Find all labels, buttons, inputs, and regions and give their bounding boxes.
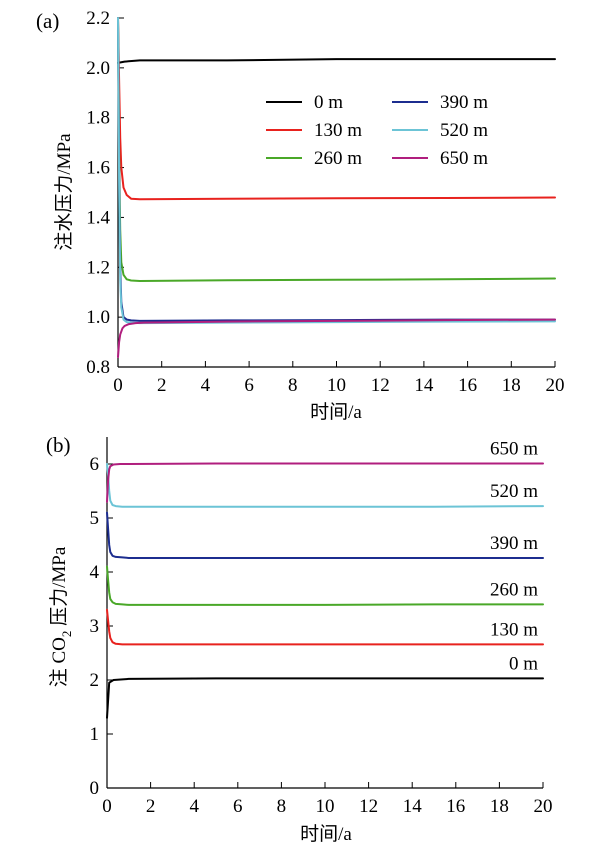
series-line-b-520-m: [106, 463, 544, 508]
series-label-0-m: 0 m: [509, 653, 538, 674]
x-axis-title-b: 时间/a: [300, 823, 352, 845]
y-tick-label-b: 2: [90, 670, 100, 691]
series-line-b-650-m: [106, 462, 544, 503]
series-label-390-m: 390 m: [490, 533, 538, 554]
y-tick-label-b: 0: [90, 778, 100, 799]
y-tick-label-a: 1.2: [86, 257, 110, 278]
x-tick-label-b: 6: [233, 796, 243, 817]
y-tick-label-a: 1.6: [86, 158, 110, 179]
series-label-260-m: 260 m: [490, 579, 538, 600]
chart-panel-a: (a) 0 2 4 6 8 10 12 14 16 18 20 0.8 1.0 1.2 1.4 1.6 1.8…: [36, 8, 565, 423]
x-tick-label-b: 10: [316, 796, 335, 817]
y-tick-label-b: 5: [90, 508, 100, 529]
y-tick-label-a: 1.4: [86, 207, 110, 228]
y-tick-label-a: 0.8: [86, 357, 110, 378]
x-tick-label-b: 4: [189, 796, 199, 817]
legend-label-260-m: 260 m: [314, 148, 362, 169]
series-line-a-520-m: [117, 17, 556, 325]
legend-a: 0 m 130 m 260 m 390 m 520 m 650 m: [266, 92, 488, 169]
x-tick-label-a: 0: [113, 375, 123, 396]
series-line-a-0-m: [117, 58, 556, 64]
series-line-b-0-m: [106, 677, 544, 719]
series-label-130-m: 130 m: [490, 619, 538, 640]
y-tick-label-b: 6: [90, 454, 100, 475]
series-label-520-m: 520 m: [490, 481, 538, 502]
x-axis-title-a: 时间/a: [310, 401, 362, 423]
x-tick-label-a: 8: [288, 375, 298, 396]
series-label-650-m: 650 m: [490, 438, 538, 459]
series-labels-b: 0 m 130 m 260 m 390 m 520 m 650 m: [490, 438, 538, 674]
legend-label-650-m: 650 m: [440, 148, 488, 169]
panel-label-a: (a): [36, 9, 59, 33]
y-tick-label-a: 1.8: [86, 108, 110, 129]
legend-label-0-m: 0 m: [314, 92, 343, 113]
panel-label-b: (b): [46, 433, 71, 457]
series-line-b-130-m: [106, 608, 544, 646]
legend-label-390-m: 390 m: [440, 92, 488, 113]
legend-label-130-m: 130 m: [314, 120, 362, 141]
y-tick-label-a: 2.2: [86, 8, 110, 29]
legend-label-520-m: 520 m: [440, 120, 488, 141]
y-axis-title-b-main: 注 CO: [48, 637, 70, 687]
series-line-a-130-m: [117, 17, 556, 201]
y-axis-title-b: 注 CO2 压力/MPa: [48, 546, 74, 687]
series-line-a-650-m: [117, 318, 556, 358]
x-tick-label-b: 8: [277, 796, 287, 817]
x-tick-label-a: 2: [157, 375, 167, 396]
y-axis-title-b-tail: 压力/MPa: [48, 546, 70, 630]
x-tick-label-b: 16: [446, 796, 465, 817]
series-line-b-260-m: [106, 565, 544, 606]
y-tick-label-b: 4: [90, 562, 100, 583]
y-tick-label-b: 1: [90, 724, 100, 745]
x-tick-label-a: 6: [244, 375, 254, 396]
x-tick-label-b: 18: [490, 796, 509, 817]
y-axis-title-a: 注水压力/MPa: [53, 133, 75, 251]
x-tick-label-a: 18: [502, 375, 521, 396]
y-tick-label-a: 1.0: [86, 307, 110, 328]
x-tick-label-a: 4: [201, 375, 211, 396]
y-tick-label-b: 3: [90, 616, 100, 637]
series-line-b-390-m: [106, 511, 544, 559]
x-tick-label-a: 14: [414, 375, 434, 396]
x-tick-label-b: 14: [403, 796, 423, 817]
series-line-a-390-m: [117, 17, 556, 322]
x-tick-label-a: 16: [458, 375, 477, 396]
x-tick-label-b: 20: [534, 796, 553, 817]
x-tick-label-a: 12: [371, 375, 390, 396]
x-tick-label-a: 20: [546, 375, 565, 396]
x-tick-label-b: 12: [359, 796, 378, 817]
x-tick-label-b: 2: [146, 796, 156, 817]
x-tick-label-b: 0: [102, 796, 112, 817]
x-tick-label-a: 10: [327, 375, 346, 396]
y-axis-title-b-sub: 2: [59, 631, 74, 638]
y-tick-label-a: 2.0: [86, 58, 110, 79]
